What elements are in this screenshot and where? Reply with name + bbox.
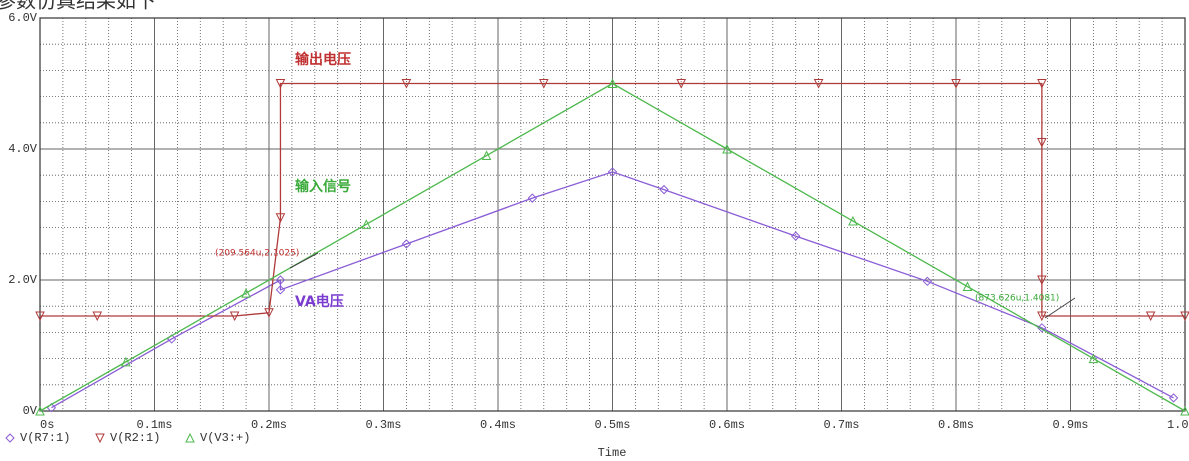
marker: [275, 79, 286, 89]
plot-frame: [39, 17, 1186, 412]
x-tick-label: 0.4ms: [480, 418, 516, 432]
marker: [1037, 275, 1047, 286]
marker: [951, 79, 961, 89]
series-line: [51, 171, 1174, 409]
y-tick-label: 2.0V: [8, 273, 38, 287]
marker: [95, 433, 105, 444]
legend-label: V(R2:1): [110, 431, 160, 445]
marker: [5, 433, 15, 443]
x-tick-label: 0.5ms: [594, 418, 630, 432]
marker: [241, 287, 251, 298]
marker: [659, 184, 669, 195]
legend-label: V(R7:1): [20, 431, 70, 445]
x-tick-label: 0.9ms: [1052, 418, 1088, 432]
marker: [607, 78, 618, 88]
marker: [185, 432, 195, 443]
marker: [538, 79, 549, 89]
marker: [848, 215, 858, 226]
y-tick-label: 4.0V: [8, 142, 38, 156]
marker: [1037, 79, 1047, 89]
x-tick-label: 0.2ms: [251, 418, 287, 432]
marker: [35, 405, 45, 416]
marker: [264, 308, 274, 318]
series-line: [40, 82, 1185, 317]
annotation: 输出电压: [295, 51, 351, 68]
y-tick-label: 6.0V: [8, 11, 38, 25]
marker: [275, 275, 286, 285]
x-tick-label: 0.6ms: [709, 418, 745, 432]
marker: [607, 167, 618, 177]
annotation: 输入信号: [295, 178, 351, 195]
caption: 参数仿真结果如下: [0, 0, 156, 13]
marker: [401, 79, 412, 89]
marker: [1168, 393, 1179, 403]
legend-label: V(V3:+): [200, 431, 250, 445]
series-line: [39, 82, 1186, 412]
cursor-arrow: [1044, 297, 1076, 319]
annotation: (209.564u,2.1025): [215, 249, 299, 259]
marker: [361, 219, 372, 229]
marker: [275, 285, 286, 295]
marker: [1037, 323, 1047, 333]
y-tick-label: 0V: [23, 404, 38, 418]
marker: [813, 79, 824, 89]
marker: [676, 79, 687, 89]
annotation: VA电压: [295, 293, 344, 310]
marker: [922, 276, 933, 287]
marker: [401, 239, 412, 249]
x-axis-label: Time: [598, 446, 627, 460]
x-tick-label: 0s: [40, 418, 54, 432]
marker: [275, 213, 286, 223]
x-tick-label: 0.1ms: [136, 418, 172, 432]
marker: [722, 143, 732, 154]
x-tick-label: 0.3ms: [365, 418, 401, 432]
marker: [790, 231, 801, 241]
annotation: (873.626u,1.4081): [975, 294, 1059, 304]
marker: [1037, 311, 1047, 322]
marker: [962, 281, 973, 292]
marker: [527, 193, 538, 203]
marker: [1180, 405, 1189, 416]
marker: [35, 311, 45, 322]
marker: [229, 311, 240, 322]
cursor-arrow: [289, 252, 319, 269]
marker: [121, 356, 131, 367]
marker: [1145, 311, 1156, 322]
marker: [1037, 137, 1047, 148]
x-tick-label: 0.8ms: [938, 418, 974, 432]
marker: [1088, 353, 1099, 364]
marker: [481, 150, 492, 161]
x-tick-label: 0.7ms: [823, 418, 859, 432]
marker: [1180, 311, 1189, 322]
x-tick-label: 1.0ms: [1167, 418, 1189, 432]
marker: [92, 311, 103, 322]
